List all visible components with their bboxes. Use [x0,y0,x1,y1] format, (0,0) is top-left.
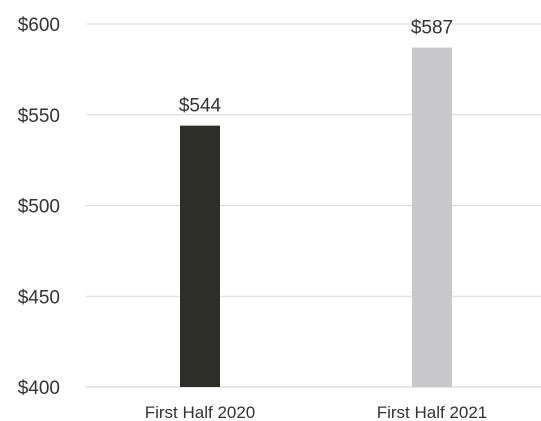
x-tick-label: First Half 2020 [145,403,256,421]
x-tick-label: First Half 2021 [377,403,488,421]
bar-2 [412,47,452,387]
y-tick-label: $600 [18,15,60,36]
y-tick-label: $450 [18,287,60,308]
y-tick-label: $400 [18,378,60,399]
y-tick-label: $550 [18,106,60,127]
x-axis-ticks: First Half 2020 First Half 2021 [145,403,488,421]
data-label: $544 [179,96,222,117]
data-label: $587 [411,18,453,39]
bars [180,47,452,387]
y-tick-label: $500 [18,197,60,218]
bar-1 [180,125,220,387]
gridlines [86,23,541,388]
y-axis-ticks: $400 $450 $500 $550 $600 [18,15,60,399]
data-labels: $544 $587 [179,18,453,117]
